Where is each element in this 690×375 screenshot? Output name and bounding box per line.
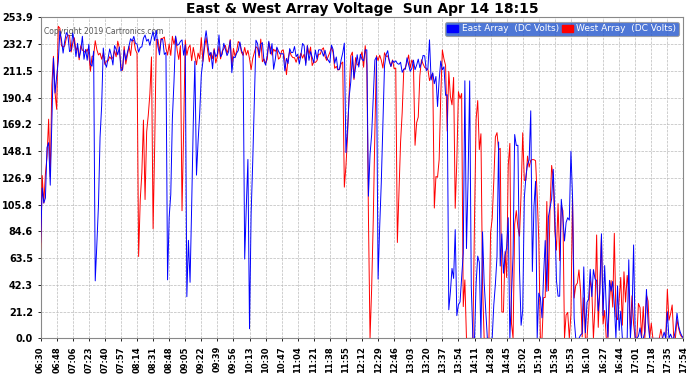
Legend: East Array  (DC Volts), West Array  (DC Volts): East Array (DC Volts), West Array (DC Vo… [445,22,679,36]
Title: East & West Array Voltage  Sun Apr 14 18:15: East & West Array Voltage Sun Apr 14 18:… [186,2,538,16]
Text: Copyright 2019 Cartronics.com: Copyright 2019 Cartronics.com [43,27,164,36]
